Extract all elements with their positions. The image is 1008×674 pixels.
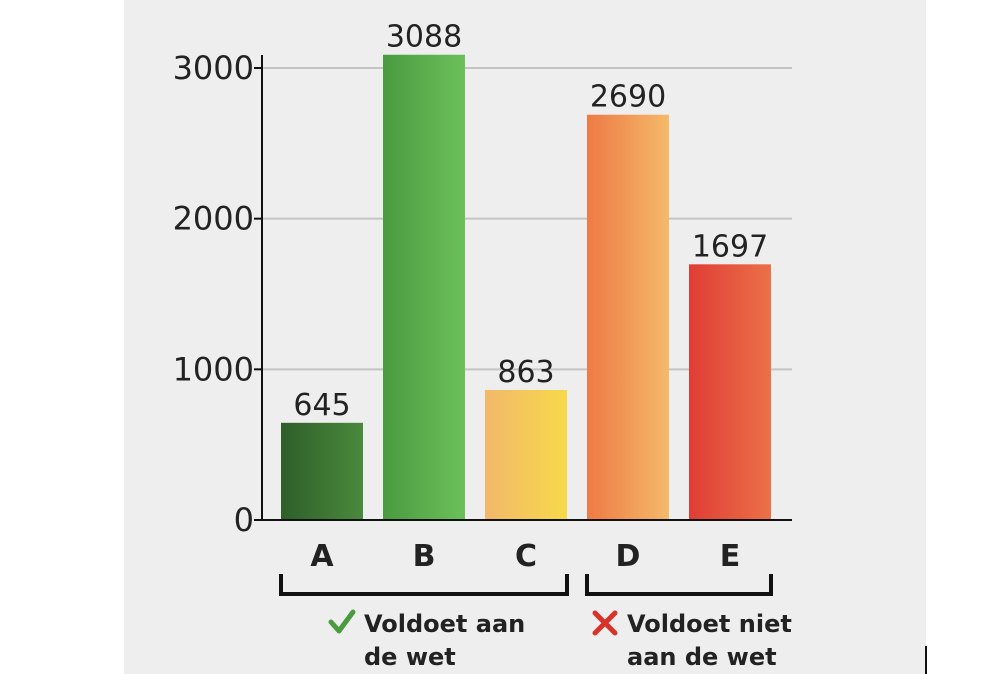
category-label: C (515, 539, 537, 574)
group-bracket (585, 574, 773, 596)
category-label: D (616, 539, 641, 574)
category-label: B (413, 539, 436, 574)
panel-edge-line (925, 646, 927, 674)
value-label: 863 (497, 355, 554, 390)
y-tick-label: 1000 (173, 350, 254, 388)
y-tick-label: 0 (234, 501, 254, 539)
bar-b (383, 54, 465, 520)
category-labels: A B C D E (310, 539, 740, 574)
group-label-line: de wet (364, 643, 456, 671)
category-label: E (720, 539, 741, 574)
group-bracket (279, 574, 569, 596)
category-label: A (310, 539, 334, 574)
y-tick-label: 3000 (173, 49, 254, 87)
y-tick-labels: 0 1000 2000 3000 (173, 49, 262, 539)
bar-d (587, 114, 669, 520)
axes (254, 55, 792, 521)
cross-icon (592, 610, 618, 636)
y-tick-label: 2000 (173, 200, 254, 238)
value-label: 2690 (590, 80, 666, 115)
value-label: 1697 (692, 229, 768, 264)
group-label-line: Voldoet niet (627, 610, 792, 638)
check-icon (328, 609, 356, 634)
group-brackets: Voldoet aan de wet Voldoet niet aan de wet (279, 574, 792, 671)
bar-e (689, 264, 771, 520)
bar-c (485, 389, 567, 520)
group-label-line: aan de wet (627, 643, 777, 671)
bar-a (281, 422, 363, 520)
value-labels: 645 3088 863 2690 1697 (293, 20, 768, 423)
value-label: 3088 (386, 20, 462, 55)
value-label: 645 (293, 388, 350, 423)
bars (281, 54, 771, 520)
group-label-line: Voldoet aan (364, 610, 525, 638)
chart-background (124, 0, 926, 674)
